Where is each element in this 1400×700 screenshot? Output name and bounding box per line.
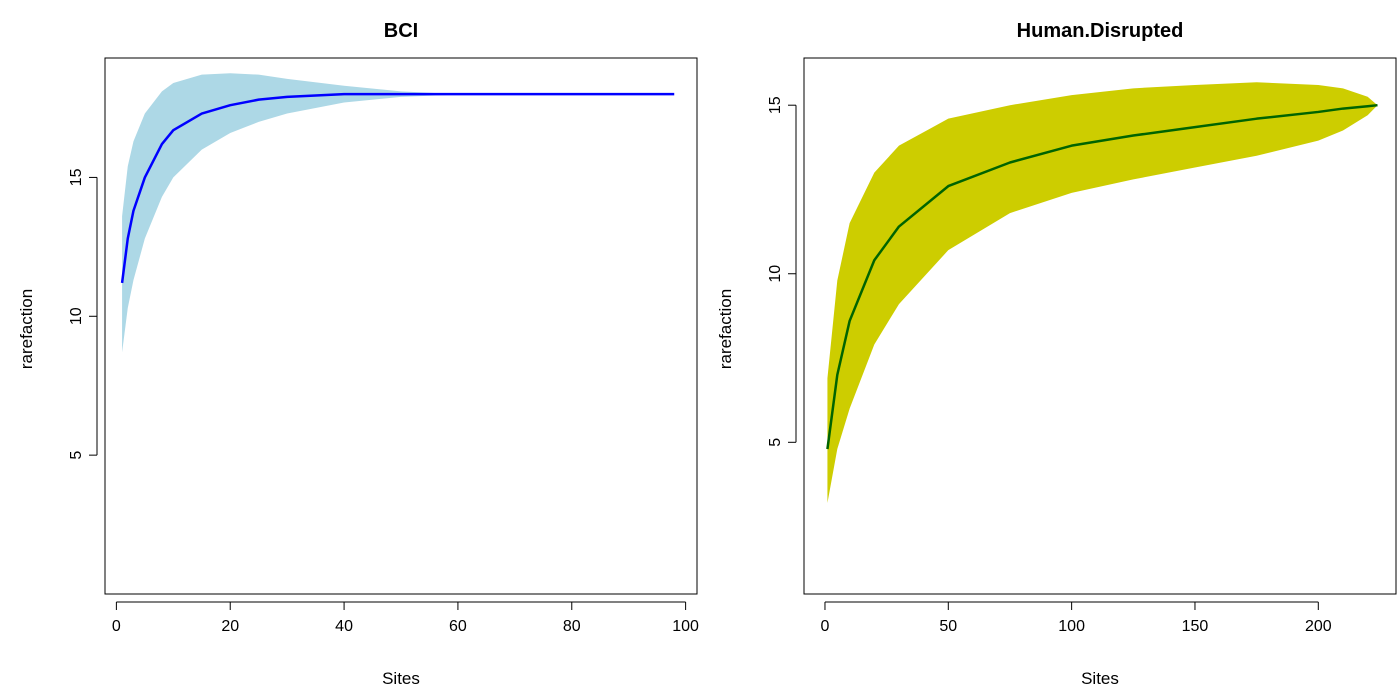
y-axis-label: rarefaction: [17, 289, 36, 369]
chart-human-disrupted: 0 50 100 150 200 5 10 15 Human.Disrupted Sites rar…: [716, 20, 1397, 688]
confidence-band: [827, 82, 1378, 503]
x-tick-label: 200: [1305, 618, 1332, 635]
x-tick-label: 100: [672, 618, 699, 635]
x-tick-label: 20: [221, 618, 239, 635]
rarefaction-line: [826, 103, 1378, 450]
y-tick-label: 5: [767, 438, 784, 447]
x-tick-label: 150: [1182, 618, 1209, 635]
confidence-band: [122, 73, 675, 353]
x-tick-label: 0: [821, 618, 830, 635]
y-axis-label: rarefaction: [716, 289, 735, 369]
x-tick-label: 0: [112, 618, 121, 635]
rarefaction-line: [120, 92, 675, 284]
chart-title: BCI: [384, 20, 418, 42]
x-axis-label: Sites: [1081, 669, 1119, 688]
x-tick-label: 80: [563, 618, 581, 635]
plot-frame: [803, 57, 1397, 595]
y-tick-label: 15: [767, 96, 784, 114]
y-tick-label: 5: [68, 451, 85, 460]
chart-title: Human.Disrupted: [1017, 20, 1184, 42]
y-tick-label: 10: [68, 307, 85, 325]
x-tick-label: 100: [1058, 618, 1085, 635]
y-tick-label: 15: [68, 168, 85, 186]
x-axis-label: Sites: [382, 669, 420, 688]
x-tick-label: 40: [335, 618, 353, 635]
x-tick-label: 60: [449, 618, 467, 635]
y-tick-label: 10: [767, 265, 784, 283]
chart-bci: 0 20 40 60 80 100 5 10 15 BCI Sites rarefaction: [17, 20, 699, 688]
plot-frame: [104, 57, 698, 595]
x-tick-label: 50: [939, 618, 957, 635]
